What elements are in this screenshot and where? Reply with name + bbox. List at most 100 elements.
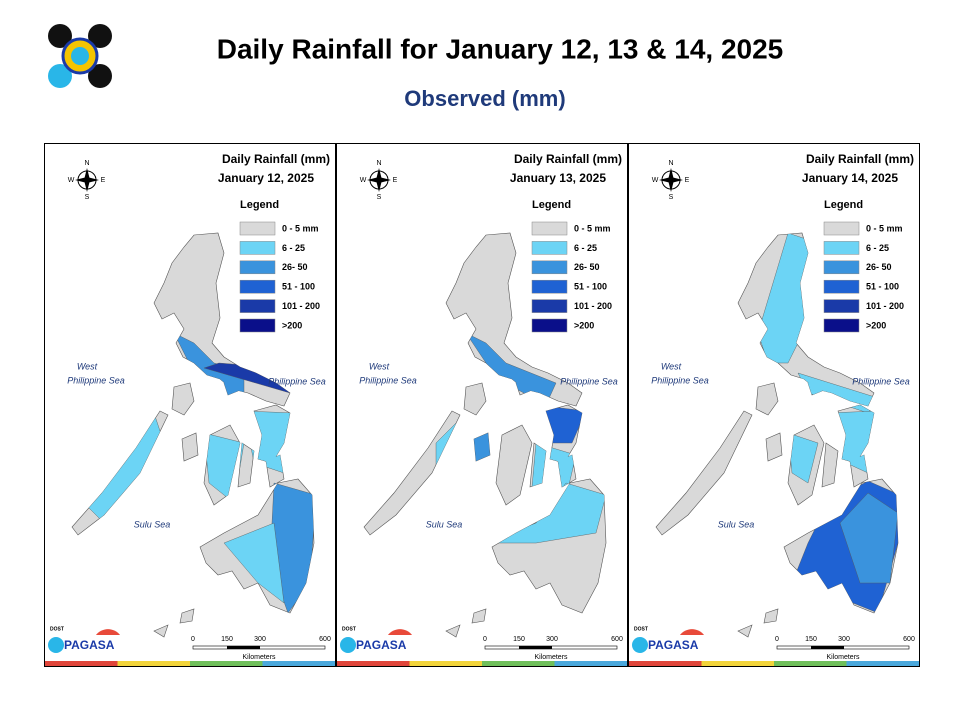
legend-label: 51 - 100 [574,282,607,292]
compass: N S W E [68,160,106,201]
slide-title: Daily Rainfall for January 12, 13 & 14, … [217,33,784,64]
map-panel: Daily Rainfall (mm) January 12, 2025 N S W E L… [44,143,336,667]
province [737,624,753,638]
legend-title: Legend [532,199,571,211]
province [821,442,839,488]
legend-swatch [823,260,860,275]
panel-heading: Daily Rainfall (mm) [222,152,330,166]
scale-bar [227,646,260,649]
rainfall-overlay [757,233,898,614]
legend-label: 26- 50 [282,262,308,272]
panel-date: January 13, 2025 [510,171,606,185]
legend-label: 6 - 25 [282,243,305,253]
sea-label: West [369,361,390,371]
scale-label: 300 [838,636,850,643]
sea-label: Sulu Sea [718,519,755,529]
scale-label: 0 [191,636,195,643]
scale-unit: Kilometers [826,654,860,661]
sea-label: Sulu Sea [426,519,463,529]
legend-label: 101 - 200 [282,301,320,311]
compass: N S W E [652,160,690,201]
scale-label: 0 [483,636,487,643]
legend-swatch [239,241,276,255]
province [153,624,169,638]
legend-title: Legend [240,199,279,211]
sea-label: Philippine Sea [67,375,125,385]
color-strip [337,661,410,666]
legend-swatch [823,241,860,255]
sea-label: Philippine Sea [268,376,326,386]
province [445,624,461,638]
sea-label: West [77,361,98,371]
sea-label: Philippine Sea [359,375,417,385]
logo-name: PAGASA [648,638,699,652]
legend-swatch [823,318,860,333]
logo-small: DOST [50,626,64,632]
scale-label: 300 [254,636,266,643]
compass-label: E [393,177,398,184]
color-strip [45,661,118,666]
province [179,608,195,624]
legend-swatch [823,279,860,294]
legend-swatch [239,279,276,294]
compass-label: E [101,177,106,184]
compass-label: S [377,194,382,201]
sea-label: West [661,361,682,371]
province [171,382,195,416]
color-strip [482,661,555,666]
color-strip [409,661,482,666]
legend-label: >200 [866,320,886,330]
compass-label: E [685,177,690,184]
province [181,432,199,462]
compass-label: S [85,194,90,201]
scale-label: 300 [546,636,558,643]
legend-label: 0 - 5 mm [866,223,903,233]
map [363,232,607,638]
compass-label: W [68,177,75,184]
map-panel: Daily Rainfall (mm) January 13, 2025 N S W E L… [336,143,628,667]
color-strip [190,661,263,666]
compass-label: S [669,194,674,201]
province [471,608,487,624]
legend-swatch [531,241,568,255]
legend-swatch [531,279,568,294]
map [655,232,899,638]
color-strip [629,661,702,666]
compass-label: N [84,160,89,167]
scale-unit: Kilometers [242,654,276,661]
rainfall-area [839,492,898,584]
scale-label: 150 [513,636,525,643]
compass: N S W E [360,160,398,201]
legend-label: 6 - 25 [866,243,889,253]
legend-label: 26- 50 [574,262,600,272]
legend-label: 0 - 5 mm [282,223,319,233]
agency-logo [48,24,112,88]
color-strip [701,661,774,666]
compass-label: W [360,177,367,184]
sea-label: Philippine Sea [560,376,618,386]
scale-label: 150 [805,636,817,643]
scale-label: 600 [611,636,623,643]
scale-bar [811,646,844,649]
legend-swatch [239,221,276,236]
province [655,410,753,536]
legend-label: 51 - 100 [282,282,315,292]
color-strip [554,661,627,666]
compass-label: N [668,160,673,167]
slide-subtitle: Observed (mm) [404,86,565,111]
province [495,424,533,506]
legend-label: >200 [574,320,594,330]
panel-date: January 14, 2025 [802,171,898,185]
legend-swatch [531,299,568,313]
legend-label: 101 - 200 [574,301,612,311]
scale-label: 150 [221,636,233,643]
legend-swatch [823,221,860,236]
scale-unit: Kilometers [534,654,568,661]
province [763,608,779,624]
legend-label: 101 - 200 [866,301,904,311]
legend-label: 0 - 5 mm [574,223,611,233]
logo-small: DOST [634,626,648,632]
